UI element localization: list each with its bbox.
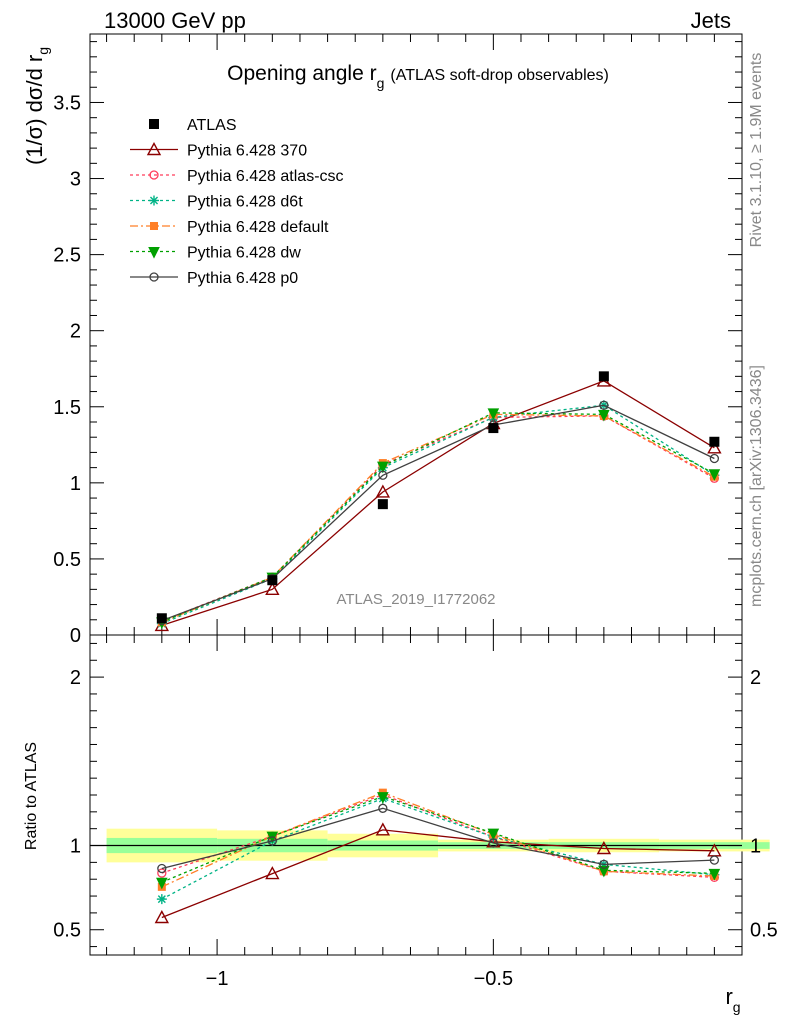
- ratio-point: [709, 855, 720, 865]
- chart-title: Opening angle rg (ATLAS soft-drop observa…: [227, 62, 609, 91]
- data-point: [265, 581, 280, 596]
- ratio-point: [598, 865, 610, 878]
- legend-label: Pythia 6.428 370: [187, 143, 307, 160]
- ratio-point: [156, 894, 167, 905]
- ratio-tick-label-right: 1: [750, 836, 761, 858]
- atlas-data-point: [709, 436, 720, 447]
- ratio-point: [599, 859, 609, 869]
- ratio-point: [157, 868, 167, 878]
- atlas-data-point: [267, 575, 278, 586]
- legend-marker: [149, 170, 159, 180]
- ratio-tick-label-right: 2: [750, 667, 761, 689]
- legend: ATLAS Pythia 6.428 370 Pythia 6.428 atlas-…: [130, 117, 344, 287]
- ratio-uncertainty-bands: [90, 828, 770, 863]
- y-tick-label: 0: [70, 625, 81, 647]
- ratio-point: [596, 841, 612, 855]
- y-tick-label: 2: [70, 321, 81, 343]
- atlas-data-point: [156, 613, 167, 624]
- series-line: [161, 404, 715, 622]
- header-left: 13000 GeV pp: [104, 8, 246, 33]
- ratio-point: [708, 868, 721, 881]
- legend-label: Pythia 6.428 atlas-csc: [187, 168, 344, 185]
- ratio-point: [154, 910, 170, 924]
- ratio-tick-label: 0.5: [53, 920, 81, 942]
- star-stroke: [157, 895, 166, 904]
- legend-marker: [149, 272, 159, 282]
- ratio-tick-label: 1: [70, 836, 81, 858]
- y-tick-label: 2.5: [53, 245, 81, 267]
- data-point: [708, 469, 721, 481]
- ratio-series-line: [161, 793, 715, 879]
- ratio-series-line: [161, 797, 715, 900]
- ratio-point: [487, 828, 500, 841]
- y-axis-label-sub: g: [35, 47, 51, 55]
- x-tick-label: −0.5: [474, 968, 513, 990]
- ratio-axis-label: Ratio to ATLAS: [23, 742, 40, 850]
- series-line: [161, 413, 715, 623]
- data-point: [599, 400, 609, 410]
- y-tick-label: 0.5: [53, 549, 81, 571]
- x-tick-label: −1: [206, 968, 229, 990]
- y-axis-label: (1/σ) dσ/d rg: [22, 47, 51, 165]
- legend-marker: [146, 142, 162, 156]
- analysis-watermark: ATLAS_2019_I1772062: [336, 591, 495, 608]
- ratio-point: [375, 822, 391, 836]
- legend-label: Pythia 6.428 p0: [187, 270, 298, 287]
- ratio-series-line: [161, 829, 715, 919]
- ratio-series-line: [161, 791, 715, 888]
- ratio-series-line: [161, 795, 715, 883]
- legend-marker: [150, 222, 158, 230]
- data-point: [487, 408, 500, 420]
- y-tick-label: 3: [70, 169, 81, 191]
- star-stroke: [149, 196, 159, 205]
- axis-ticks: 0 0.5 1 1.5 2 2.5 3 3.5 0.5 0.5 1 1 2 2 −1 −0.5: [53, 34, 778, 990]
- ratio-point: [267, 836, 277, 846]
- legend-marker: [149, 195, 159, 206]
- data-point: [707, 440, 722, 454]
- y-tick-label: 3.5: [53, 92, 81, 114]
- x-axis-label-main: r: [725, 984, 732, 1009]
- x-axis-label-sub: g: [733, 999, 741, 1015]
- y-tick-label: 1: [70, 473, 81, 495]
- legend-marker: [149, 119, 159, 129]
- legend-label: ATLAS: [187, 117, 237, 134]
- ratio-point: [157, 863, 167, 874]
- chart-title-main: Opening angle r: [227, 62, 376, 85]
- atlas-data-point: [377, 499, 388, 510]
- rivet-label: Rivet 3.1.10, ≥ 1.9M events: [748, 53, 765, 248]
- series-line: [161, 404, 715, 625]
- data-point: [375, 484, 391, 498]
- data-point: [378, 470, 388, 480]
- x-axis-label: rg: [725, 984, 740, 1015]
- y-tick-label: 1.5: [53, 397, 81, 419]
- data-point: [598, 409, 610, 422]
- data-point: [709, 453, 720, 464]
- ratio-series: [154, 788, 722, 924]
- ratio-series-line: [161, 807, 715, 870]
- ratio-tick-label-right: 0.5: [750, 920, 778, 942]
- data-point: [377, 461, 389, 474]
- ratio-tick-label: 2: [70, 667, 81, 689]
- y-axis-label-main: (1/σ) dσ/d r: [22, 55, 47, 165]
- ratio-point: [156, 877, 168, 890]
- header-right: Jets: [691, 8, 731, 33]
- atlas-data-point: [598, 371, 609, 382]
- mcplots-label: mcplots.cern.ch [arXiv:1306.3436]: [748, 365, 765, 607]
- ratio-point: [488, 838, 499, 848]
- legend-label: Pythia 6.428 dw: [187, 245, 301, 262]
- series-line: [161, 380, 715, 627]
- legend-marker: [148, 247, 160, 259]
- chart-title-note: (ATLAS soft-drop observables): [390, 67, 608, 84]
- series-line: [161, 412, 715, 623]
- legend-label: Pythia 6.428 d6t: [187, 194, 303, 211]
- chart-title-sub: g: [377, 75, 385, 91]
- ratio-point: [377, 792, 389, 804]
- ratio-point: [265, 866, 280, 880]
- atlas-data-point: [488, 423, 499, 434]
- legend-label: Pythia 6.428 default: [187, 219, 329, 236]
- ratio-point: [378, 803, 388, 813]
- main-series: [154, 371, 722, 632]
